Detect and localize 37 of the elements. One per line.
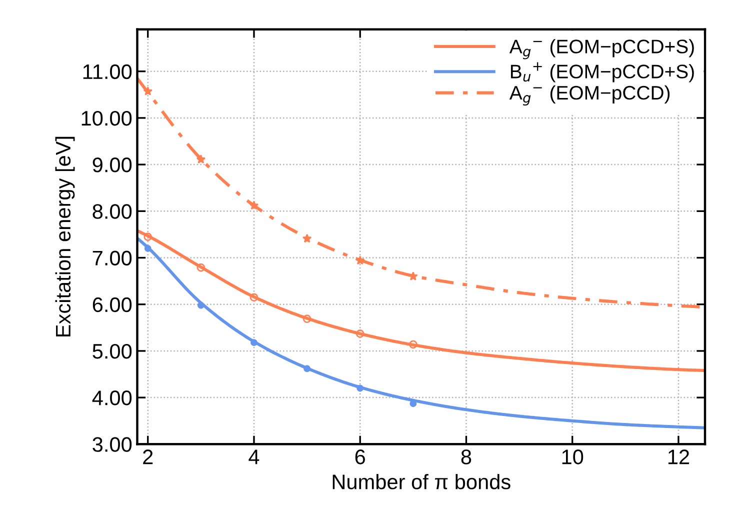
y-tick-label: 9.00 bbox=[92, 158, 132, 172]
point bbox=[250, 339, 258, 346]
point bbox=[250, 293, 258, 302]
y-tick-label: 3.00 bbox=[92, 437, 132, 452]
y-tick-label: 5.00 bbox=[92, 344, 132, 359]
point bbox=[409, 340, 418, 349]
legend-label: A$_{g}$$^{−}$ (EOM−pCCD+S) bbox=[509, 39, 694, 60]
y-axis-title: Excitation energy [eV] bbox=[55, 136, 75, 336]
point bbox=[302, 234, 312, 243]
x-tick-label: 10 bbox=[562, 450, 584, 464]
y-tick-label: 6.00 bbox=[92, 297, 132, 312]
point bbox=[304, 365, 311, 372]
point bbox=[302, 314, 312, 323]
x-tick-label: 2 bbox=[143, 450, 153, 464]
point bbox=[197, 302, 204, 309]
x-tick-label: 4 bbox=[248, 450, 260, 464]
point bbox=[196, 154, 206, 164]
y-tick-label: 7.00 bbox=[92, 250, 132, 266]
x-tick-label: 6 bbox=[355, 450, 365, 464]
point bbox=[196, 263, 206, 272]
y-tick-label: 8.00 bbox=[92, 204, 132, 219]
point bbox=[356, 330, 364, 338]
x-axis-title: Number of π bonds bbox=[332, 474, 510, 490]
point bbox=[144, 244, 152, 252]
point bbox=[355, 256, 365, 265]
point bbox=[410, 400, 417, 408]
y-tick-label: 11.00 bbox=[83, 64, 132, 80]
x-tick-label: 8 bbox=[461, 450, 472, 464]
point bbox=[249, 200, 259, 210]
point bbox=[144, 232, 152, 241]
point bbox=[143, 86, 153, 96]
legend-label: A$_{g}$$^{−}$ (EOM−pCCD) bbox=[509, 85, 670, 106]
legend-label: B$_{u}$$^{+}$ (EOM−pCCD+S) bbox=[510, 62, 694, 82]
y-tick-label: 10.00 bbox=[82, 110, 132, 126]
point bbox=[356, 384, 364, 392]
x-tick-label: 12 bbox=[668, 450, 690, 464]
y-tick-label: 4.00 bbox=[92, 390, 132, 406]
